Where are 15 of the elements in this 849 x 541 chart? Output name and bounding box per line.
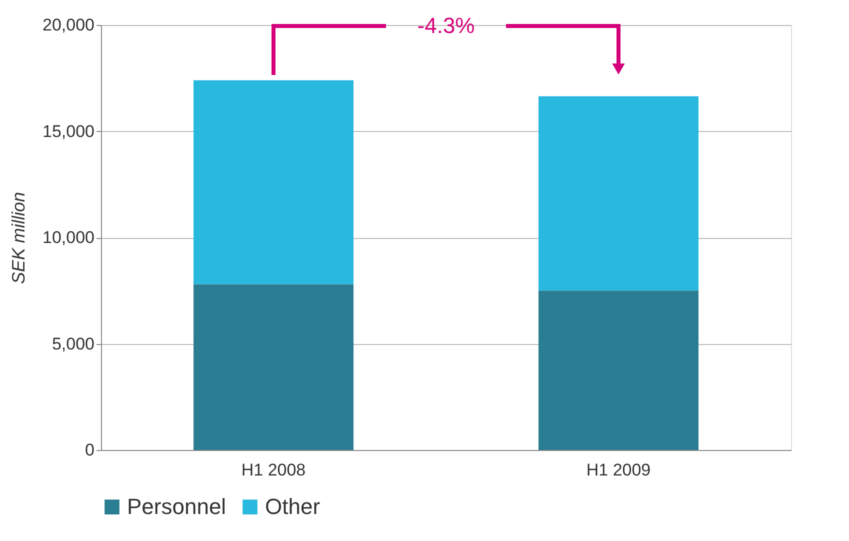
bar (194, 80, 354, 284)
x-tick-label: H1 2008 (241, 460, 306, 480)
y-tick-label: 15,000 (42, 122, 94, 141)
legend-label: Other (265, 494, 320, 519)
bar (194, 284, 354, 450)
annotation: -4.3% (417, 13, 475, 38)
y-tick-label: 0 (85, 440, 94, 460)
y-tick-label: 5,000 (52, 334, 94, 354)
bar (538, 96, 698, 291)
y-axis-title: SEK million (8, 192, 29, 284)
y-tick-label: 20,000 (42, 16, 94, 34)
bar (538, 290, 698, 450)
x-tick-label: H1 2009 (586, 460, 651, 480)
legend-label: Personnel (127, 494, 226, 519)
y-tick-label: 10,000 (42, 228, 94, 247)
